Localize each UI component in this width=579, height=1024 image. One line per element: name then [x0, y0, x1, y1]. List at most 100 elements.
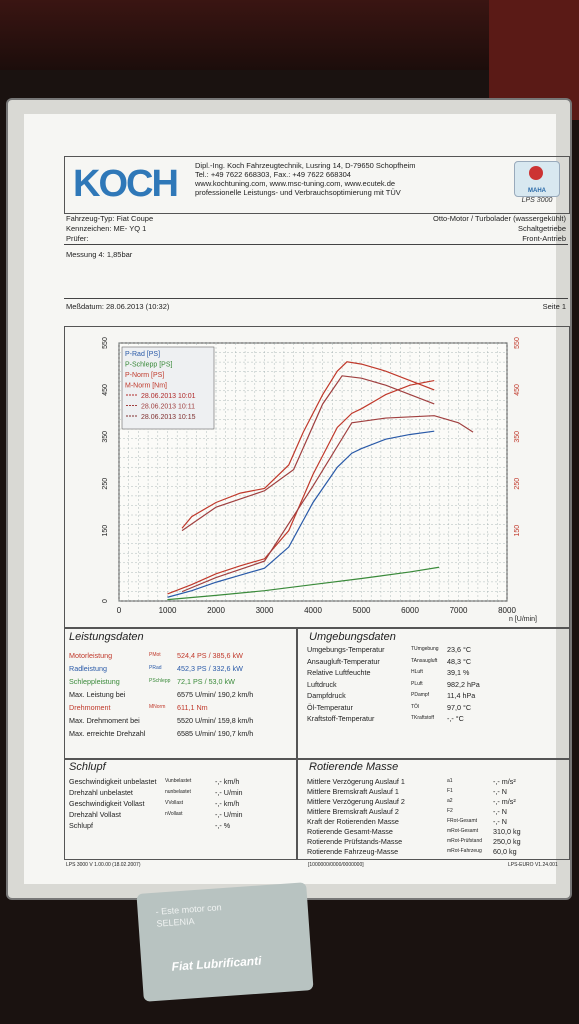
footer-right: LPS-EURO V1.24.001 — [508, 862, 558, 868]
row-value: -,- m/s² — [493, 797, 516, 806]
fiat-lubrificanti-logo: Fiat Lubrificanti — [171, 953, 262, 974]
x-tick-label: 5000 — [353, 606, 371, 615]
row-value: -,- U/min — [215, 810, 243, 819]
series-line — [167, 430, 435, 598]
row-value: -,- U/min — [215, 788, 243, 797]
row-value: 72,1 PS / 53,0 kW — [177, 677, 235, 686]
row-symbol: nunbelastet — [165, 789, 191, 795]
drive: Front-Antrieb — [522, 234, 566, 243]
row-value: 524,4 PS / 385,6 kW — [177, 651, 243, 660]
row-label: Relative Luftfeuchte — [307, 668, 371, 677]
row-symbol: mRot-Prüfstand — [447, 838, 483, 844]
row-value: -,- km/h — [215, 799, 240, 808]
holder-clip: - Este motor con SELENIA Fiat Lubrifican… — [136, 882, 314, 1002]
row-value: 6585 U/min/ 190,7 km/h — [177, 729, 254, 738]
schlupf-panel: Schlupf Geschwindigkeit unbelastet Vunbel… — [64, 758, 298, 860]
y2-tick-label: 250 — [514, 478, 521, 490]
y-tick-label: 450 — [102, 384, 109, 396]
company-line: www.kochtuning.com, www.msc-tuning.com, … — [195, 179, 396, 188]
row-symbol: VVollast — [165, 800, 184, 806]
row-label: Radleistung — [69, 664, 107, 673]
row-label: Max. erreichte Drehzahl — [69, 729, 146, 738]
row-label: Geschwindigkeit unbelastet — [69, 777, 157, 786]
row-symbol: PSchlepp — [149, 678, 171, 684]
row-symbol: FRot-Gesamt — [447, 818, 478, 824]
power-chart: 0 1000 2000 3000 4000 5000 6000 7000 8000 n [U/mi… — [64, 326, 570, 628]
legend-entry: 28.06.2013 10:01 — [141, 393, 196, 400]
y-tick-label: 550 — [102, 337, 109, 349]
row-value: -,- °C — [447, 714, 464, 723]
row-value: 6575 U/min/ 190,2 km/h — [177, 690, 254, 699]
y-tick-label: 150 — [102, 525, 109, 537]
report-header: KOCH Dipl.-Ing. Koch Fahrzeugtechnik, Lu… — [64, 156, 570, 214]
background-top — [0, 0, 579, 70]
legend-entry: M-Norm [Nm] — [125, 383, 167, 390]
x-tick-label: 8000 — [498, 606, 516, 615]
row-label: Geschwindigkeit Vollast — [69, 799, 145, 808]
x-tick-label: 4000 — [304, 606, 322, 615]
row-value: 982,2 hPa — [447, 679, 480, 689]
row-label: Mittlere Bremskraft Auslauf 1 — [307, 787, 399, 796]
y2-tick-label: 450 — [514, 384, 521, 396]
maha-logo-icon — [529, 166, 543, 180]
row-symbol: nVollast — [165, 811, 183, 817]
row-value: 250,0 kg — [493, 837, 521, 846]
row-label: Rotierende Prüfstands-Masse — [307, 837, 403, 846]
row-symbol: a1 — [447, 778, 453, 784]
y-tick-label: 350 — [102, 431, 109, 443]
x-tick-label: 0 — [117, 606, 122, 615]
row-symbol: MNorm — [149, 704, 166, 710]
row-label: Luftdruck — [307, 679, 337, 689]
row-value: 452,3 PS / 332,6 kW — [177, 664, 243, 673]
gearbox: Schaltgetriebe — [518, 224, 566, 233]
row-value: 11,4 hPa — [447, 691, 476, 700]
row-value: -,- N — [493, 787, 507, 796]
x-tick-label: 2000 — [207, 606, 225, 615]
row-label: Mittlere Verzögerung Auslauf 1 — [307, 777, 405, 786]
row-label: Öl-Temperatur — [307, 702, 353, 712]
row-value: 39,1 % — [447, 668, 470, 677]
row-symbol: PDampf — [411, 692, 430, 698]
x-tick-label: 3000 — [256, 606, 274, 615]
row-symbol: PRad — [149, 665, 162, 671]
row-label: Drehzahl Vollast — [69, 810, 121, 819]
row-symbol: TAnsaugluft — [411, 657, 438, 664]
vehicle-plate: Kennzeichen: ME- YQ 1 — [66, 224, 147, 233]
leistungsdaten-panel: Leistungsdaten Motorleistung PMot 524,4 PS… — [64, 628, 298, 760]
legend-entry: P-Norm [PS] — [125, 372, 164, 379]
row-label: Max. Leistung bei — [69, 690, 126, 699]
row-symbol: PMot — [149, 652, 161, 658]
measurement-date: Meßdatum: 28.06.2013 (10:32) — [66, 302, 170, 311]
row-label: Mittlere Verzögerung Auslauf 2 — [307, 797, 405, 806]
series-line — [181, 415, 474, 593]
umgebungsdaten-title: Umgebungsdaten — [309, 631, 396, 643]
series-line — [181, 375, 435, 532]
row-symbol: TKraftstoff — [411, 715, 434, 721]
schlupf-title: Schlupf — [69, 761, 106, 773]
row-symbol: F1 — [447, 788, 453, 794]
y-tick-label: 250 — [102, 478, 109, 490]
maha-badge-block: MAHA LPS 3000 — [511, 161, 563, 209]
row-label: Rotierende Gesamt-Masse — [307, 827, 393, 836]
row-label: Rotierende Fahrzeug-Masse — [307, 847, 399, 856]
engine-type: Otto-Motor / Turbolader (wassergekühlt) — [433, 214, 566, 223]
row-symbol: Vunbelastet — [165, 778, 192, 784]
row-value: 5520 U/min/ 159,8 km/h — [177, 716, 254, 725]
row-label: Schleppleistung — [69, 677, 120, 686]
y2-tick-label: 550 — [514, 337, 521, 349]
row-value: 23,6 °C — [447, 645, 472, 654]
measurement-label: Messung 4: 1,85bar — [66, 250, 133, 259]
row-value: 611,1 Nm — [177, 703, 208, 712]
row-symbol: TUmgebung — [411, 646, 439, 652]
legend-entry: 28.06.2013 10:15 — [141, 414, 196, 421]
company-info: Dipl.-Ing. Koch Fahrzeugtechnik, Lusring… — [195, 161, 416, 197]
clip-line: SELENIA — [156, 916, 195, 929]
rotierende-masse-title: Rotierende Masse — [309, 761, 399, 773]
row-symbol: mRot-Gesamt — [447, 828, 479, 834]
footer-left: LPS 3000 V 1.00.00 (18.02.2007) — [66, 862, 141, 868]
row-value: -,- N — [493, 817, 507, 826]
row-value: -,- km/h — [215, 777, 240, 786]
series-line — [167, 566, 440, 601]
row-value: -,- % — [215, 821, 231, 830]
legend-box — [121, 346, 215, 430]
